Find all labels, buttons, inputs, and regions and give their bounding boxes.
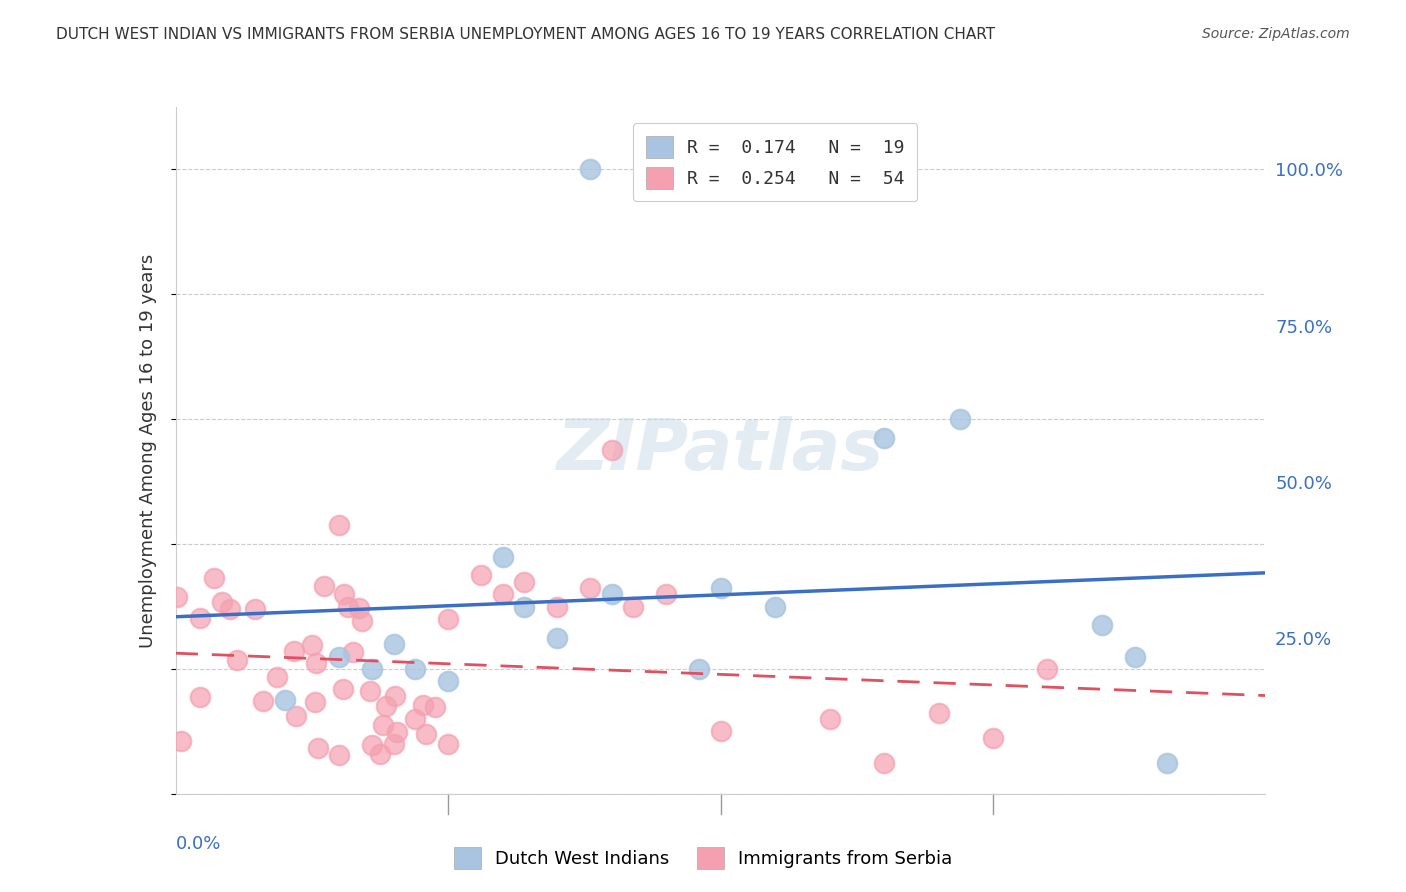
Point — [425, 700, 447, 714]
Point — [546, 631, 568, 645]
Text: ZIPatlas: ZIPatlas — [557, 416, 884, 485]
Point — [688, 662, 710, 676]
Point — [710, 581, 733, 595]
Point — [405, 712, 427, 726]
Point — [252, 694, 274, 708]
Point — [412, 698, 434, 713]
Point — [1091, 618, 1114, 632]
Point — [204, 571, 226, 585]
Y-axis label: Unemployment Among Ages 16 to 19 years: Unemployment Among Ages 16 to 19 years — [139, 253, 157, 648]
Point — [470, 568, 492, 582]
Point — [981, 731, 1004, 745]
Point — [513, 574, 536, 589]
Point — [382, 737, 405, 751]
Point — [1036, 662, 1059, 676]
Point — [371, 718, 394, 732]
Point — [385, 724, 408, 739]
Point — [274, 693, 297, 707]
Point — [928, 706, 950, 720]
Point — [437, 737, 460, 751]
Point — [328, 748, 350, 763]
Point — [301, 638, 323, 652]
Point — [621, 599, 644, 614]
Point — [513, 599, 536, 614]
Point — [579, 162, 602, 177]
Point — [818, 712, 841, 726]
Point — [492, 587, 515, 601]
Point — [349, 601, 371, 615]
Point — [710, 724, 733, 739]
Text: DUTCH WEST INDIAN VS IMMIGRANTS FROM SERBIA UNEMPLOYMENT AMONG AGES 16 TO 19 YEA: DUTCH WEST INDIAN VS IMMIGRANTS FROM SER… — [56, 27, 995, 42]
Point — [304, 695, 326, 709]
Point — [190, 610, 212, 624]
Point — [437, 674, 460, 689]
Point — [873, 756, 896, 770]
Point — [266, 670, 288, 684]
Point — [492, 549, 515, 564]
Legend: Dutch West Indians, Immigrants from Serbia: Dutch West Indians, Immigrants from Serb… — [447, 839, 959, 876]
Point — [328, 518, 350, 533]
Text: Source: ZipAtlas.com: Source: ZipAtlas.com — [1202, 27, 1350, 41]
Point — [873, 431, 896, 445]
Point — [655, 587, 678, 601]
Point — [415, 727, 437, 741]
Point — [600, 587, 623, 601]
Point — [359, 683, 381, 698]
Point — [1123, 649, 1146, 664]
Point — [170, 734, 193, 748]
Point — [245, 602, 267, 616]
Point — [283, 644, 305, 658]
Point — [188, 690, 211, 704]
Point — [579, 581, 602, 595]
Point — [218, 602, 240, 616]
Point — [337, 600, 360, 615]
Point — [405, 662, 427, 676]
Point — [285, 708, 308, 723]
Point — [382, 637, 405, 651]
Point — [352, 615, 374, 629]
Point — [307, 740, 329, 755]
Legend: R =  0.174   N =  19, R =  0.254   N =  54: R = 0.174 N = 19, R = 0.254 N = 54 — [633, 123, 917, 202]
Point — [166, 590, 188, 604]
Point — [546, 599, 568, 614]
Point — [384, 689, 406, 703]
Text: 0.0%: 0.0% — [176, 835, 221, 853]
Point — [328, 649, 350, 664]
Point — [360, 662, 382, 676]
Point — [368, 747, 391, 761]
Point — [312, 579, 335, 593]
Point — [211, 595, 233, 609]
Point — [333, 586, 356, 600]
Point — [949, 412, 972, 426]
Point — [361, 738, 384, 752]
Point — [1156, 756, 1178, 770]
Point — [342, 645, 364, 659]
Point — [332, 682, 354, 697]
Point — [437, 612, 460, 626]
Point — [600, 443, 623, 458]
Point — [374, 699, 396, 714]
Point — [226, 653, 249, 667]
Point — [763, 599, 786, 614]
Point — [304, 656, 326, 670]
